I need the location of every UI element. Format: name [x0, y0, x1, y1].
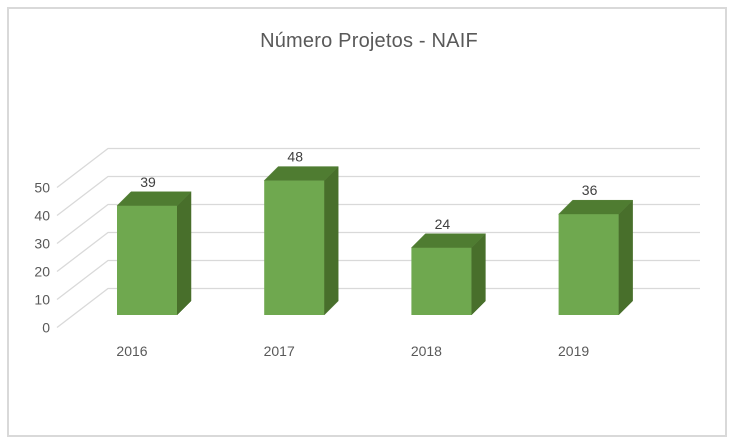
bar-value-label: 39 — [140, 174, 156, 190]
bar-value-label: 24 — [435, 216, 451, 232]
gridline — [56, 259, 700, 301]
bar-front-face — [411, 247, 472, 315]
y-tick-label: 30 — [34, 236, 50, 252]
gridline — [56, 203, 700, 245]
bar-value-label: 48 — [287, 149, 303, 165]
bar-side-face — [618, 199, 633, 316]
chart-title: Número Projetos - NAIF — [260, 30, 478, 52]
x-category-label: 2018 — [411, 343, 442, 359]
bar-side-face — [176, 191, 192, 316]
gridline — [56, 147, 700, 189]
bar-front-face — [117, 205, 177, 315]
y-tick-label: 20 — [34, 264, 50, 280]
bar-side-face — [323, 165, 339, 316]
gridline — [56, 287, 700, 329]
gridline — [56, 175, 700, 217]
y-tick-label: 10 — [34, 292, 50, 308]
bar-front-face — [264, 180, 325, 315]
y-tick-label: 0 — [42, 320, 50, 336]
x-category-label: 2019 — [558, 343, 589, 359]
x-category-label: 2016 — [116, 343, 147, 359]
y-tick-label: 50 — [34, 180, 50, 196]
bar-front-face — [558, 214, 619, 315]
bar-value-label: 36 — [582, 182, 598, 198]
y-tick-label: 40 — [34, 208, 50, 224]
x-category-label: 2017 — [264, 343, 295, 359]
gridline — [56, 231, 700, 273]
